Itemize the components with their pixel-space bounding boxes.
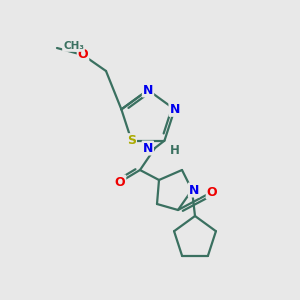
Text: O: O [115, 176, 125, 188]
Text: N: N [189, 184, 199, 196]
Text: O: O [78, 49, 88, 62]
Text: N: N [169, 103, 180, 116]
Text: S: S [127, 134, 136, 147]
Text: H: H [170, 143, 180, 157]
Text: CH₃: CH₃ [63, 41, 84, 51]
Text: O: O [207, 185, 217, 199]
Text: N: N [143, 83, 153, 97]
Text: N: N [142, 142, 153, 154]
